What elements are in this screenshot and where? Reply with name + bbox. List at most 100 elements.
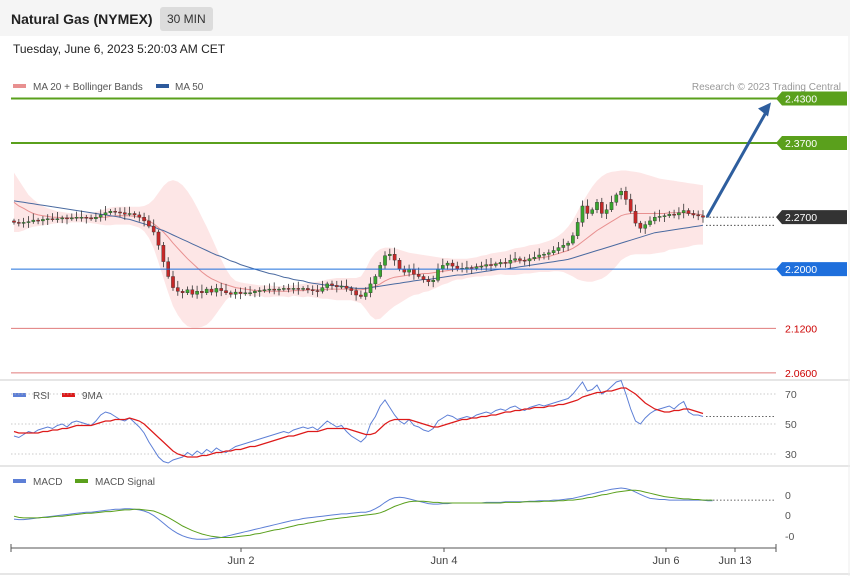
time-axis-label: Jun 4 xyxy=(431,555,458,567)
candle-body xyxy=(479,265,484,268)
candle-body xyxy=(214,288,219,293)
date-line: Tuesday, June 6, 2023 5:20:03 AM CET xyxy=(13,42,226,56)
candle-body xyxy=(450,262,455,267)
candle-body xyxy=(571,235,575,244)
candle-body xyxy=(315,290,320,292)
support-value: 2.0600 xyxy=(785,368,817,380)
candle-body xyxy=(378,265,383,277)
price-legend: MA 20 + Bollinger Bands MA 50 xyxy=(13,82,204,93)
rsi-ma-line xyxy=(13,387,704,458)
price-levels: 2.4300 2.3700 2.2700 2.2000 2.1200 2.0600 xyxy=(11,91,847,380)
legend-label-macd-signal: MACD Signal xyxy=(95,477,155,488)
current-price-tag xyxy=(776,210,847,225)
candle-body xyxy=(662,215,667,217)
candle-body xyxy=(108,210,113,213)
candle-body xyxy=(600,202,604,214)
candle-body xyxy=(359,294,363,297)
time-axis: Jun 2 Jun 4 Jun 6 Jun 13 xyxy=(10,544,777,567)
candle-body xyxy=(286,288,291,290)
candle-body xyxy=(98,214,103,218)
candle-body xyxy=(397,260,402,270)
candle-body xyxy=(248,292,252,294)
candle-body xyxy=(653,216,657,222)
candle-body xyxy=(262,289,267,291)
candle-body xyxy=(431,280,436,282)
pivot-value: 2.2000 xyxy=(785,264,817,276)
header-bar: Natural Gas (NYMEX) 30 MIN xyxy=(0,0,850,36)
legend-label-macd: MACD xyxy=(33,477,62,488)
candle-body xyxy=(161,245,166,262)
candle-body xyxy=(55,218,60,220)
legend-swatch-ma50 xyxy=(156,84,169,88)
candle-body xyxy=(204,288,209,294)
candle-body xyxy=(368,283,373,293)
candle-body xyxy=(301,288,305,290)
candle-body xyxy=(527,258,532,262)
support-value: 2.1200 xyxy=(785,323,817,335)
candle-body xyxy=(590,209,594,214)
legend-swatch-macd-signal xyxy=(75,479,88,483)
candle-body xyxy=(200,291,204,293)
candle-body xyxy=(277,288,281,291)
instrument-title: Natural Gas (NYMEX) xyxy=(11,11,153,27)
candle-body xyxy=(474,266,479,269)
candle-body xyxy=(132,213,137,216)
candle-body xyxy=(518,258,522,261)
candle-body xyxy=(60,217,64,220)
candle-body xyxy=(282,288,286,290)
candle-body xyxy=(677,212,681,216)
legend-swatch-ma20 xyxy=(13,84,26,88)
candle-body xyxy=(426,279,431,282)
bollinger-band xyxy=(14,170,703,328)
macd-tick-label: -0 xyxy=(785,531,794,543)
candle-body xyxy=(556,247,561,251)
candle-body xyxy=(484,264,489,267)
candle-body xyxy=(672,213,676,216)
timeframe-badge[interactable]: 30 MIN xyxy=(160,7,213,31)
macd-line xyxy=(13,487,713,540)
rsi-tick-label: 50 xyxy=(785,419,797,431)
candle-body xyxy=(94,216,98,219)
candle-body xyxy=(667,213,672,216)
projection-arrow-shaft xyxy=(705,109,769,218)
current-price-value: 2.2700 xyxy=(785,212,817,224)
candle-body xyxy=(383,255,387,266)
candle-body xyxy=(681,210,686,213)
legend-label-rsi: RSI xyxy=(33,391,50,402)
candle-body xyxy=(180,291,185,293)
candle-body xyxy=(335,285,339,288)
time-axis-label: Jun 13 xyxy=(718,555,751,567)
candle-body xyxy=(566,242,570,246)
candle-body xyxy=(12,220,16,223)
candle-body xyxy=(349,288,354,291)
candle-body xyxy=(156,231,161,246)
candle-body xyxy=(267,288,272,291)
candle-body xyxy=(498,262,503,265)
legend-label-ma20: MA 20 + Bollinger Bands xyxy=(33,82,143,93)
candle-body xyxy=(624,190,628,200)
candle-body xyxy=(609,202,614,210)
candle-body xyxy=(542,253,546,256)
candle-body xyxy=(320,287,325,292)
candle-body xyxy=(185,289,190,293)
candle-body xyxy=(363,292,368,297)
candle-body xyxy=(344,285,349,289)
candle-body xyxy=(41,219,45,222)
candle-body xyxy=(503,262,508,264)
resistance-value: 2.3700 xyxy=(785,138,817,150)
candle-body xyxy=(633,210,638,224)
candle-body xyxy=(657,216,662,218)
candle-body xyxy=(585,205,590,214)
legend-swatch-rsi-ma xyxy=(62,393,75,397)
candle-body xyxy=(36,219,40,222)
candle-body xyxy=(17,222,21,224)
candle-body xyxy=(147,220,151,227)
legend-label-rsi-ma: 9MA xyxy=(82,391,103,402)
candle-body xyxy=(272,288,277,291)
candle-body xyxy=(219,288,224,291)
rsi-tick-label: 70 xyxy=(785,389,797,401)
candle-body xyxy=(310,289,315,291)
candle-body xyxy=(171,276,175,288)
